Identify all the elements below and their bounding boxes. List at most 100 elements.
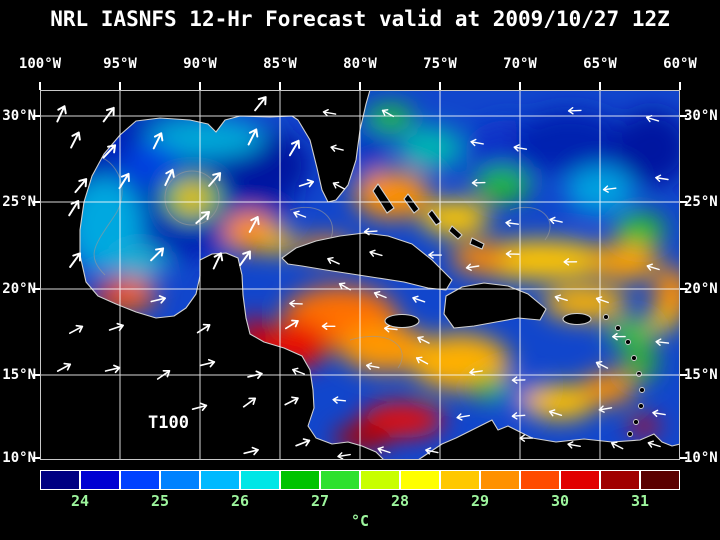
wind-arrow-icon (381, 109, 395, 118)
colorbar-cell (400, 470, 440, 490)
axis-tick (119, 82, 121, 90)
wind-arrow-icon (322, 108, 337, 117)
wind-arrow-icon (365, 362, 380, 370)
wind-arrow-icon (373, 290, 387, 299)
wind-arrow-icon (598, 405, 613, 413)
wind-arrow-icon (554, 294, 568, 302)
map-canvas: T100 (40, 90, 680, 460)
wind-arrow-icon (102, 106, 115, 123)
wind-arrow-icon (369, 249, 383, 257)
islands-bahamas (469, 237, 485, 250)
x-axis-label: 80°W (343, 56, 377, 72)
y-axis-label: 15°N (2, 367, 36, 383)
wind-arrow-icon (104, 364, 121, 374)
colorbar-cell (440, 470, 480, 490)
colorbar-cell (120, 470, 160, 490)
wind-arrow-icon (645, 114, 660, 123)
wind-arrow-icon (289, 299, 303, 308)
map-border (40, 90, 680, 460)
wind-arrow-icon (199, 358, 216, 368)
wind-arrow-icon (196, 323, 211, 334)
wind-arrow-icon (208, 172, 222, 187)
wind-arrow-icon (164, 168, 175, 187)
islands-bahamas (427, 209, 442, 226)
colorbar-cell (320, 470, 360, 490)
wind-arrow-icon (655, 338, 670, 346)
colorbar-tick-label: 28 (390, 492, 410, 510)
wind-arrow-icon (602, 185, 617, 193)
axis-tick (199, 82, 201, 90)
colorbar-cell (560, 470, 600, 490)
colorbar-tick-label: 24 (70, 492, 90, 510)
wind-arrow-icon (248, 216, 260, 233)
wind-arrow-icon (511, 412, 526, 420)
wind-arrow-icon (469, 368, 483, 376)
wind-arrow-icon (332, 181, 346, 190)
wind-arrow-icon (150, 247, 165, 262)
wind-arrow-icon (254, 96, 267, 112)
colorbar-cell (600, 470, 640, 490)
wind-arrow-icon (298, 179, 315, 188)
y-axis-label: 15°N (684, 367, 718, 383)
y-axis-label: 30°N (684, 108, 718, 124)
colorbar-cell (200, 470, 240, 490)
axis-tick (439, 82, 441, 90)
colorbar-tick-label: 25 (150, 492, 170, 510)
wind-arrow-icon (292, 367, 306, 375)
axis-tick (599, 82, 601, 90)
axis-tick (680, 457, 687, 459)
wind-arrow-icon (511, 376, 526, 384)
colorbar-cell (240, 470, 280, 490)
page-title: NRL IASNFS 12-Hr Forecast valid at 2009/… (50, 7, 670, 31)
x-axis-label: 100°W (18, 56, 62, 72)
x-axis-label: 60°W (663, 56, 697, 72)
colorbar-tick-label: 30 (550, 492, 570, 510)
field-label: T100 (148, 413, 189, 433)
y-axis-label: 20°N (684, 281, 718, 297)
colorbar (40, 470, 680, 490)
islands-bahamas (448, 225, 463, 240)
colorbar-cell (360, 470, 400, 490)
y-axis-label: 20°N (2, 281, 36, 297)
colorbar-tick-label: 29 (470, 492, 490, 510)
wind-arrow-icon (505, 219, 520, 227)
wind-arrow-icon (567, 441, 581, 449)
wind-arrow-icon (195, 211, 211, 225)
wind-arrow-icon (288, 139, 301, 157)
wind-arrow-icon (363, 227, 378, 236)
island-cuba (281, 232, 453, 291)
colorbar-tick-label: 31 (630, 492, 650, 510)
wind-arrow-icon (471, 179, 486, 187)
axis-tick (680, 288, 687, 290)
wind-arrow-icon (612, 332, 626, 341)
wind-arrow-icon (118, 172, 130, 190)
wind-arrow-icon (647, 440, 661, 448)
wind-arrow-icon (74, 178, 88, 194)
wind-arrow-icon (247, 128, 259, 146)
axis-tick (39, 82, 41, 90)
wind-arrow-icon (465, 263, 480, 271)
y-axis-label: 25°N (684, 194, 718, 210)
wind-arrow-icon (548, 409, 563, 417)
axis-tick (33, 457, 40, 459)
axis-tick (33, 288, 40, 290)
wind-arrow-icon (425, 447, 439, 455)
colorbar-tick-label: 26 (230, 492, 250, 510)
wind-arrow-icon (242, 397, 257, 408)
wind-arrow-icon (152, 132, 164, 150)
wind-arrow-icon (293, 210, 307, 218)
wind-arrows (56, 96, 670, 460)
wind-arrow-icon (513, 144, 528, 152)
colorbar-cell (80, 470, 120, 490)
axis-tick (33, 115, 40, 117)
wind-arrow-icon (338, 282, 352, 291)
wind-arrow-icon (610, 441, 624, 450)
wind-arrow-icon (519, 434, 534, 442)
wind-arrow-icon (377, 446, 391, 454)
wind-arrow-icon (563, 258, 578, 266)
axis-tick (33, 201, 40, 203)
wind-arrow-icon (150, 295, 167, 304)
axis-tick (519, 82, 521, 90)
wind-arrow-icon (247, 370, 263, 379)
